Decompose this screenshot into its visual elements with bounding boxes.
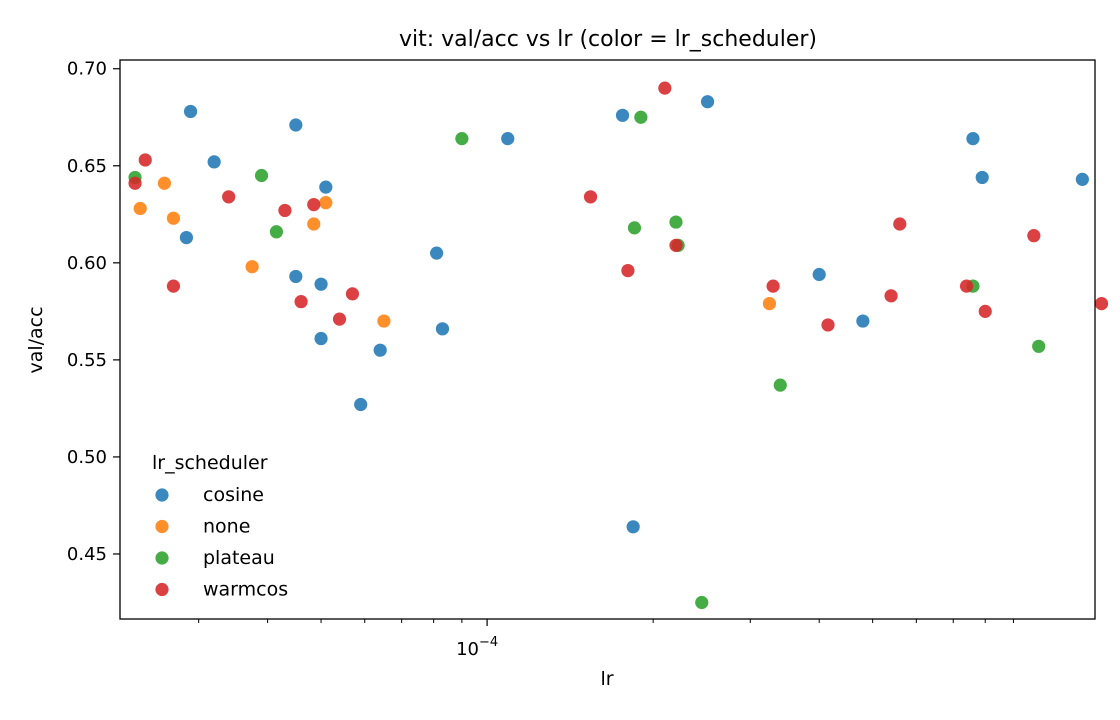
scatter-point-plateau <box>669 215 683 229</box>
scatter-point-cosine <box>373 343 387 357</box>
scatter-point-cosine <box>354 397 368 412</box>
scatter-point-warmcos <box>278 203 292 218</box>
scatter-point-cosine <box>856 314 870 328</box>
scatter-point-cosine <box>314 277 328 291</box>
scatter-point-cosine <box>319 180 333 194</box>
scatter-point-none <box>319 196 333 210</box>
legend-marker-plateau <box>155 551 169 565</box>
scatter-point-warmcos <box>959 279 974 293</box>
scatter-point-none <box>307 217 321 231</box>
legend-label-warmcos: warmcos <box>203 579 288 601</box>
scatter-point-warmcos <box>307 198 321 212</box>
legend-marker-cosine <box>155 488 169 502</box>
scatter-point-warmcos <box>583 190 598 204</box>
scatter-point-warmcos <box>1027 229 1041 243</box>
legend-label-none: none <box>203 516 250 538</box>
axis-ticks: 0.45 0.50 0.55 0.60 0.65 0.70 10−4 <box>67 59 1014 660</box>
y-tick-label: 0.50 <box>67 447 107 468</box>
scatter-point-none <box>166 211 181 225</box>
scatter-point-warmcos <box>884 289 898 303</box>
scatter-point-plateau <box>455 132 469 146</box>
scatter-point-plateau <box>627 221 642 235</box>
scatter-point-warmcos <box>332 312 347 326</box>
y-axis-label: val/acc <box>25 306 47 373</box>
y-tick-label: 0.45 <box>67 544 107 565</box>
scatter-point-warmcos <box>766 279 780 293</box>
scatter-point-plateau <box>254 168 269 183</box>
scatter-point-warmcos <box>621 264 635 278</box>
scatter-point-warmcos <box>222 190 236 204</box>
legend: lr_scheduler cosine none plateau warmcos <box>152 452 288 601</box>
scatter-point-warmcos <box>821 318 835 332</box>
scatter-point-warmcos <box>1094 296 1109 311</box>
scatter-point-cosine <box>435 322 450 336</box>
scatter-point-cosine <box>183 104 198 119</box>
legend-marker-none <box>155 519 169 534</box>
scatter-point-cosine <box>289 118 303 132</box>
scatter-point-warmcos <box>893 217 907 231</box>
scatter-point-plateau <box>269 225 284 239</box>
legend-label-plateau: plateau <box>203 547 275 569</box>
scatter-point-cosine <box>501 132 515 146</box>
scatter-point-cosine <box>289 269 303 284</box>
scatter-point-warmcos <box>345 287 360 301</box>
scatter-point-plateau <box>634 110 648 124</box>
scatter-point-none <box>157 176 172 190</box>
scatter-point-none <box>377 314 391 328</box>
scatter-point-none <box>762 296 777 311</box>
scatter-point-warmcos <box>658 81 672 95</box>
scatter-point-cosine <box>812 267 826 282</box>
scatter-point-warmcos <box>128 176 142 190</box>
scatter-point-cosine <box>975 170 989 185</box>
plot-frame <box>119 59 1096 620</box>
scatter-point-warmcos <box>294 295 308 309</box>
y-tick-label: 0.70 <box>67 59 107 80</box>
scatter-point-plateau <box>773 378 787 392</box>
scatter-point-plateau <box>695 595 709 610</box>
legend-marker-warmcos <box>155 582 169 597</box>
x-tick-label: 10−4 <box>456 635 498 660</box>
scatter-point-cosine <box>430 246 444 260</box>
scatter-point-none <box>133 201 147 216</box>
scatter-point-cosine <box>966 132 980 146</box>
scatter-point-cosine <box>615 108 630 122</box>
y-tick-label: 0.60 <box>67 253 107 274</box>
chart-title: vit: val/acc vs lr (color = lr_scheduler… <box>399 27 817 52</box>
scatter-point-cosine <box>626 520 640 534</box>
plot-points <box>128 81 1109 610</box>
y-tick-label: 0.65 <box>67 156 107 177</box>
scatter-point-warmcos <box>978 304 992 318</box>
scatter-point-cosine <box>700 95 715 109</box>
legend-label-cosine: cosine <box>203 484 264 506</box>
scatter-point-cosine <box>1075 172 1089 186</box>
scatter-point-plateau <box>1032 339 1046 353</box>
y-tick-label: 0.55 <box>67 350 107 371</box>
scatter-point-none <box>245 260 259 274</box>
scatter-point-cosine <box>179 231 194 245</box>
scatter-point-cosine <box>207 155 221 169</box>
scatter-point-cosine <box>314 331 328 346</box>
scatter-point-warmcos <box>138 153 152 167</box>
legend-title: lr_scheduler <box>152 452 268 474</box>
scatter-point-warmcos <box>166 279 181 293</box>
x-axis-label: lr <box>600 668 613 690</box>
scatter-point-warmcos <box>669 238 683 252</box>
